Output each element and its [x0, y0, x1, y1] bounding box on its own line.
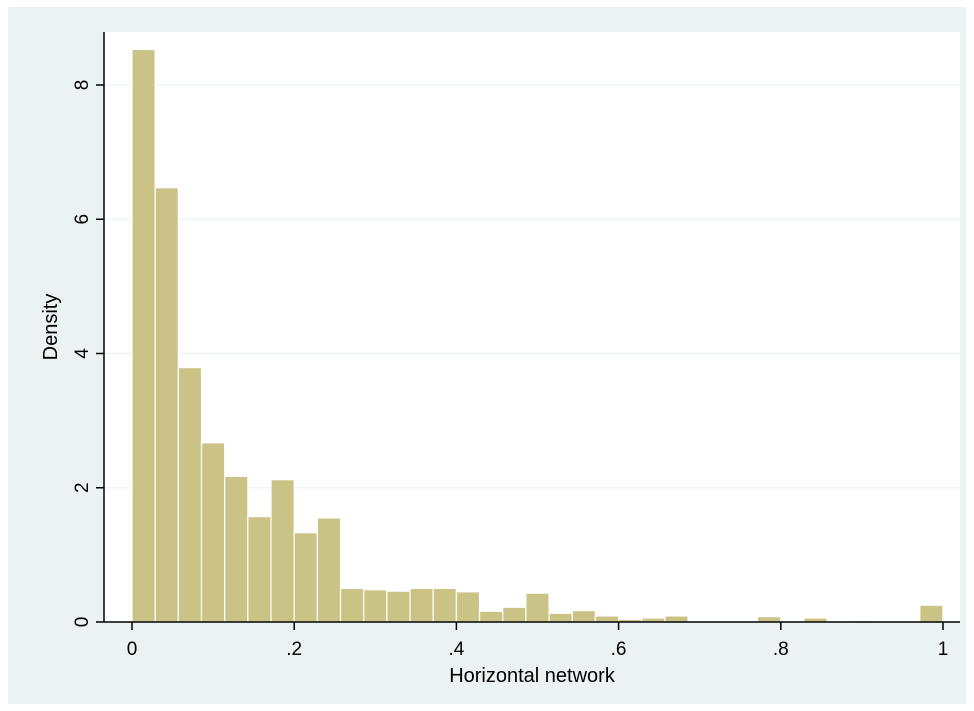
- x-tick-label-1: .2: [286, 639, 302, 660]
- y-tick-label-0: 0: [72, 617, 93, 628]
- bars: [131, 48, 944, 623]
- histogram-bar-18: [548, 612, 573, 623]
- x-tick-label-5: 1: [938, 639, 949, 660]
- histogram-bar-5: [247, 516, 272, 623]
- histogram-bar-8: [316, 517, 342, 623]
- histogram-bar-34: [919, 604, 944, 623]
- histogram-bar-19: [571, 609, 597, 623]
- x-tick-label-3: .6: [611, 639, 627, 660]
- histogram-bar-23: [664, 615, 689, 623]
- y-tick-label-2: 4: [72, 348, 93, 359]
- y-tick-label-3: 6: [72, 214, 93, 225]
- x-axis-title: Horizontal network: [449, 665, 616, 687]
- x-tick-label-0: 0: [127, 639, 138, 660]
- histogram-bar-4: [224, 475, 249, 623]
- histogram-bar-16: [502, 606, 527, 623]
- histogram-bar-17: [525, 592, 550, 623]
- x-tick-label-2: .4: [448, 639, 464, 660]
- y-tick-label-1: 2: [72, 482, 93, 493]
- histogram-bar-20: [594, 615, 620, 623]
- histogram-bar-2: [177, 366, 203, 623]
- histogram-bar-10: [363, 589, 388, 623]
- histogram-bar-15: [478, 610, 504, 623]
- histogram-bar-11: [386, 590, 411, 623]
- y-axis-ticks: 0 2 4 6 8: [72, 80, 104, 628]
- histogram-bar-9: [339, 587, 365, 623]
- y-tick-label-4: 8: [72, 80, 93, 91]
- y-axis-title: Density: [40, 294, 62, 361]
- histogram-bar-3: [200, 442, 226, 623]
- x-axis-ticks: 0 .2 .4 .6 .8 1: [127, 622, 949, 660]
- x-tick-label-4: .8: [773, 639, 789, 660]
- histogram-bar-27: [756, 616, 782, 623]
- histogram-bar-6: [270, 479, 295, 623]
- histogram-bar-13: [432, 587, 457, 623]
- histogram-bar-12: [409, 587, 434, 623]
- histogram-bar-0: [131, 48, 156, 623]
- histogram-bar-14: [455, 591, 481, 623]
- histogram-bar-7: [293, 532, 318, 623]
- histogram-bar-1: [154, 187, 179, 623]
